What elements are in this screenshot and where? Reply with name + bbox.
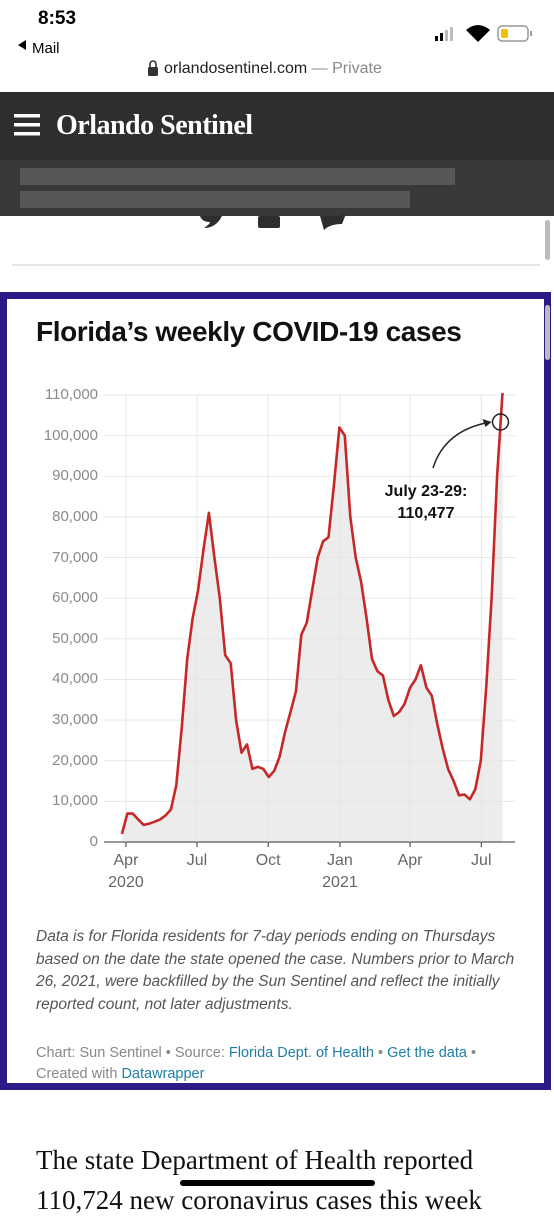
separator: •	[378, 1045, 384, 1061]
get-data-link[interactable]: Get the data	[387, 1045, 467, 1061]
area	[121, 393, 503, 842]
y-tick-label: 10,000	[52, 792, 98, 810]
back-arrow[interactable]	[18, 40, 26, 50]
y-tick-label: 110,000	[44, 386, 98, 403]
y-tick-label: 30,000	[52, 711, 98, 729]
y-tick-label: 60,000	[52, 589, 98, 607]
site-header	[0, 92, 554, 160]
redacted-bar	[20, 191, 410, 208]
battery-icon	[497, 25, 529, 42]
chart-footer: Chart: Sun Sentinel • Source: Florida De…	[36, 1043, 531, 1085]
x-tick-label: Oct	[255, 852, 281, 869]
lock-shackle	[149, 60, 157, 67]
signal-icon	[435, 27, 453, 41]
tool-link[interactable]: Datawrapper	[121, 1066, 205, 1082]
source-label: Source:	[174, 1045, 225, 1061]
url-domain: orlandosentinel.com	[164, 60, 308, 77]
share-icons[interactable]	[200, 214, 346, 230]
chart-frame	[0, 292, 551, 1090]
back-label[interactable]: Mail	[32, 40, 60, 57]
y-tick-label: 90,000	[52, 467, 98, 485]
y-tick-label: 70,000	[52, 548, 98, 566]
site-title[interactable]: Orlando Sentinel	[56, 110, 253, 141]
url[interactable]: orlandosentinel.com — Private	[164, 60, 382, 78]
chart-title: Florida’s weekly COVID-19 cases	[36, 316, 462, 347]
x-tick-label: Jul	[471, 852, 492, 869]
x-tick-label: Jul	[186, 852, 208, 869]
menu-icon[interactable]	[14, 114, 40, 136]
created-with: Created with	[36, 1066, 118, 1082]
scrollbar	[545, 220, 550, 260]
status-time: 8:53	[38, 8, 77, 29]
source-link[interactable]: Florida Dept. of Health	[228, 1045, 374, 1061]
battery-tip	[530, 31, 532, 36]
chart-notes: Data is for Florida residents for 7-day …	[36, 928, 515, 1013]
x-tick-label: Apr	[397, 852, 423, 869]
redacted-bar	[20, 168, 455, 185]
y-tick-label: 100,000	[43, 426, 98, 444]
y-tick-label: 0	[89, 833, 98, 850]
annotation-arrow	[432, 421, 491, 469]
x-tick-label: Jan 2021	[322, 852, 358, 891]
y-tick-label: 40,000	[52, 670, 98, 688]
separator: •	[470, 1045, 477, 1061]
y-tick-label: 50,000	[52, 629, 98, 647]
lock-icon	[148, 67, 158, 76]
annotation: July 23-29: 110,477	[384, 483, 468, 522]
annotation-arrowhead	[482, 419, 492, 427]
article-text: The state Department of Health reported …	[36, 1145, 482, 1215]
url-note: — Private	[311, 60, 382, 77]
wifi-icon	[466, 25, 490, 42]
battery-level	[501, 29, 508, 38]
line	[120, 393, 504, 835]
y-tick-label: 20,000	[52, 751, 98, 769]
x-tick-label: Apr 2020	[108, 852, 144, 891]
highlight-point	[491, 413, 510, 431]
credit: Chart: Sun Sentinel	[36, 1045, 162, 1061]
separator: •	[165, 1045, 171, 1061]
y-tick-label: 80,000	[52, 507, 98, 525]
scrollbar	[545, 305, 550, 360]
home-indicator	[180, 1180, 375, 1186]
